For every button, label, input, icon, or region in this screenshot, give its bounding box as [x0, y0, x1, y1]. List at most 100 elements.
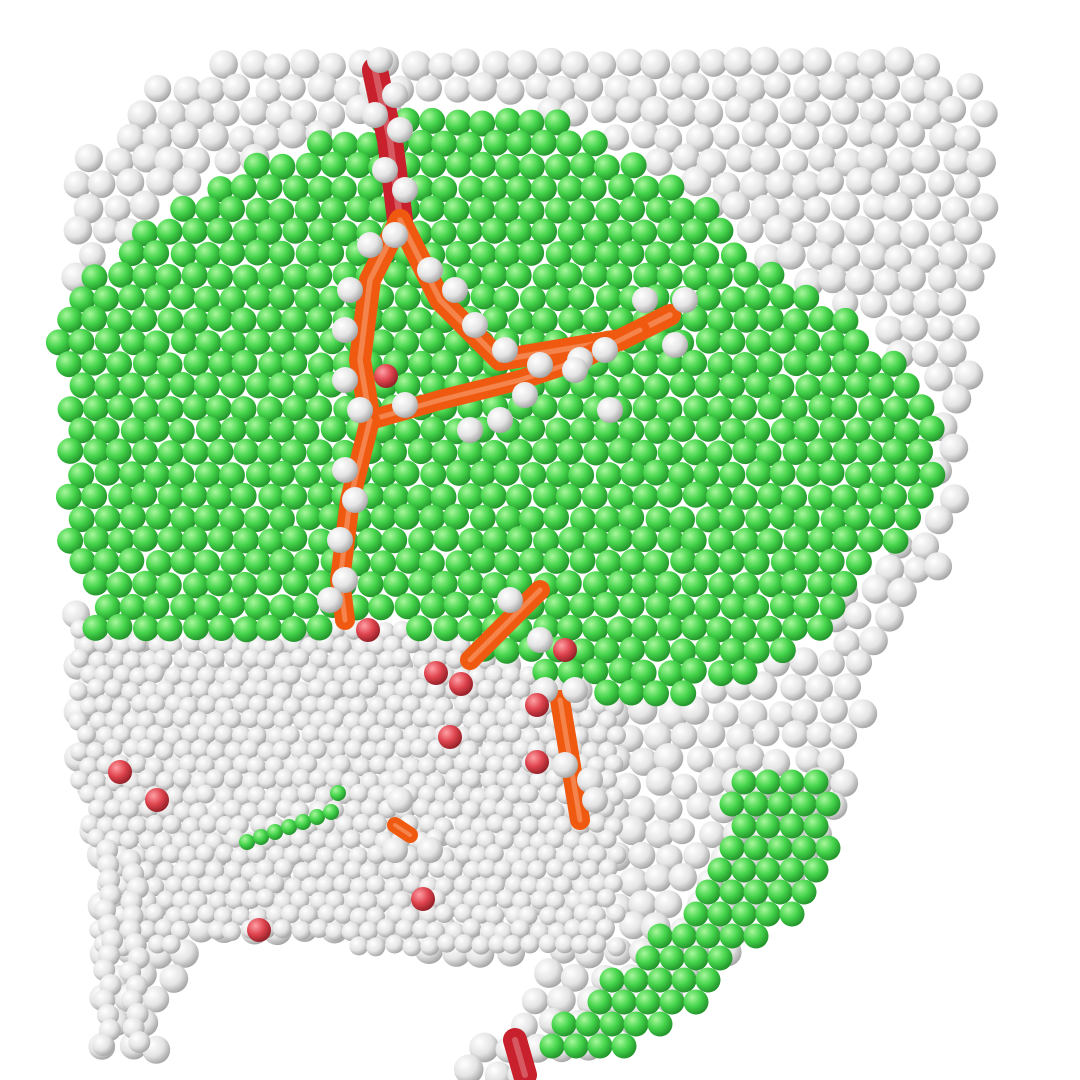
- white-atom: [205, 860, 225, 880]
- white-atom: [538, 934, 558, 954]
- green-atom: [570, 239, 597, 266]
- white-atom: [832, 289, 859, 316]
- white-atom: [818, 71, 849, 101]
- white-atom: [884, 101, 911, 128]
- white-atom: [479, 711, 499, 731]
- white-atom: [536, 47, 565, 76]
- white-atom: [802, 47, 832, 77]
- green-atom: [268, 198, 295, 225]
- green-atom: [720, 286, 747, 313]
- green-atom: [443, 503, 470, 530]
- green-atom: [469, 196, 495, 223]
- green-atom: [106, 308, 133, 334]
- white-atom: [899, 172, 926, 200]
- white-atom: [530, 890, 550, 910]
- white-atom: [444, 708, 464, 728]
- white-atom: [266, 905, 286, 925]
- green-atom: [120, 417, 147, 444]
- white-atom: [485, 875, 505, 895]
- white-atom: [73, 193, 104, 224]
- green-atom: [83, 438, 110, 465]
- white-atom: [597, 710, 617, 730]
- white-atom: [504, 875, 524, 895]
- green-atom: [669, 197, 696, 224]
- white-atom: [587, 934, 607, 954]
- white-atom: [619, 911, 648, 940]
- green-atom: [483, 129, 510, 156]
- green-atom: [119, 461, 145, 488]
- green-atom: [545, 461, 572, 488]
- green-atom: [543, 504, 569, 531]
- green-atom: [758, 261, 785, 288]
- green-atom: [551, 1011, 577, 1037]
- green-atom: [695, 636, 721, 662]
- white-atom: [266, 695, 286, 715]
- green-atom: [282, 263, 309, 290]
- white-atom: [882, 192, 913, 222]
- white-atom: [844, 265, 875, 296]
- green-atom: [170, 594, 197, 620]
- white-atom: [539, 784, 559, 803]
- white-atom: [391, 648, 411, 668]
- white-atom: [953, 216, 983, 245]
- green-atom: [595, 462, 622, 489]
- white-atom: [697, 766, 728, 796]
- white-atom: [230, 846, 250, 866]
- green-atom: [456, 218, 483, 245]
- white-atom: [503, 784, 523, 804]
- green-atom: [681, 614, 708, 641]
- white-atom: [803, 196, 831, 223]
- green-atom: [94, 459, 121, 486]
- white-atom: [671, 773, 698, 800]
- green-atom: [832, 438, 859, 465]
- green-atom: [743, 835, 769, 861]
- green-atom: [819, 593, 846, 620]
- green-atom: [170, 328, 197, 355]
- green-atom: [308, 528, 335, 555]
- white-atom: [805, 674, 833, 702]
- green-atom: [330, 785, 346, 801]
- white-atom: [494, 830, 514, 850]
- white-atom: [845, 74, 874, 104]
- green-atom: [769, 637, 796, 664]
- green-atom: [182, 307, 209, 334]
- white-atom: [197, 76, 225, 104]
- red-atom: [108, 760, 132, 784]
- white-atom: [604, 74, 634, 104]
- red-atom: [356, 618, 380, 642]
- green-atom: [644, 241, 671, 268]
- white-atom: [603, 873, 623, 893]
- core-white-atom: [362, 102, 388, 128]
- green-atom: [793, 284, 820, 311]
- green-atom: [257, 438, 284, 465]
- green-atom: [681, 349, 708, 376]
- green-atom: [607, 616, 633, 643]
- white-atom: [247, 786, 267, 806]
- green-atom: [587, 989, 613, 1015]
- white-atom: [512, 891, 532, 911]
- white-atom: [857, 49, 887, 79]
- green-atom: [707, 307, 734, 334]
- green-atom: [194, 594, 221, 621]
- green-atom: [632, 483, 659, 510]
- white-atom: [297, 783, 317, 803]
- green-atom: [418, 550, 445, 577]
- green-atom: [458, 350, 485, 377]
- white-atom: [181, 875, 201, 895]
- green-atom: [506, 526, 533, 553]
- green-atom: [606, 525, 633, 552]
- green-atom: [870, 461, 897, 488]
- green-atom: [183, 614, 210, 641]
- green-atom: [518, 153, 545, 180]
- green-atom: [657, 526, 684, 553]
- white-atom: [368, 814, 388, 834]
- green-atom: [769, 460, 796, 487]
- white-atom: [862, 193, 890, 220]
- green-atom: [707, 351, 734, 378]
- green-atom: [418, 195, 445, 222]
- green-atom: [181, 526, 208, 553]
- green-atom: [719, 835, 745, 861]
- green-atom: [419, 107, 446, 134]
- white-atom: [325, 832, 344, 852]
- white-atom: [529, 799, 549, 819]
